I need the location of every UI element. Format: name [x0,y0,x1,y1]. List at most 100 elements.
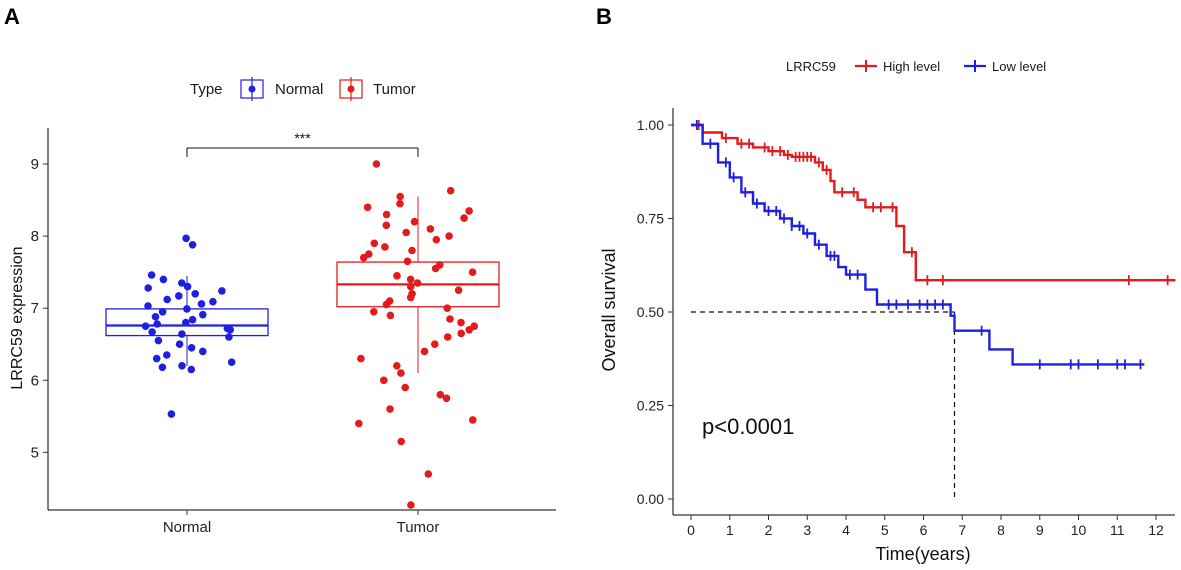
normal-point-16 [199,311,207,319]
tumor-point-52 [355,420,363,428]
tumor-point-14 [371,240,379,248]
normal-point-12 [198,300,206,308]
legend-label-high-level: High level [883,59,940,74]
tumor-point-5 [465,207,473,215]
normal-point-3 [160,276,168,284]
panel-b-x-axis-title: Time(years) [875,544,970,564]
legend-key-low-level [964,60,986,72]
normal-point-13 [144,302,152,310]
legend-key-tumor [340,77,362,101]
legend-label-tumor: Tumor [373,81,416,98]
normal-point-19 [182,319,190,327]
tumor-point-19 [404,258,412,266]
normal-point-15 [159,308,167,316]
tumor-point-41 [431,340,439,348]
normal-point-23 [226,326,234,334]
tumor-point-9 [383,222,391,230]
panel-b-legend: LRRC59 High level Low level [786,59,1046,74]
y-tick-label-2: 0.50 [637,304,664,320]
y-tick-label-7: 7 [31,300,39,317]
tumor-point-44 [393,362,401,370]
panel-b-y-axis-title: Overall survival [599,248,619,371]
tumor-point-46 [380,377,388,385]
tumor-point-53 [397,438,405,446]
normal-point-1 [189,241,197,249]
panel-b-letter: B [596,4,612,29]
x-tick-label-1: 1 [726,522,734,538]
tumor-point-39 [457,330,465,338]
tumor-point-35 [446,315,454,323]
panel-a-boxplot: Type Normal Tumor LRRC59 expression 5 6 7 8… [9,77,556,536]
tumor-point-15 [381,243,389,251]
tumor-point-33 [370,308,378,316]
tumor-point-25 [414,279,422,287]
tumor-point-32 [443,304,451,312]
significance-label: *** [294,130,311,146]
tumor-point-3 [396,200,404,208]
legend-label-low-level: Low level [992,59,1046,74]
y-tick-label-8: 8 [31,228,39,245]
tumor-point-4 [364,204,372,212]
y-tick-label-0: 0.00 [637,491,664,507]
y-tick-label-3: 0.75 [637,211,664,227]
y-tick-label-1: 0.25 [637,398,664,414]
normal-point-34 [178,362,186,370]
panel-a-y-axis-title: LRRC59 expression [9,246,26,389]
x-tick-label-9: 9 [1036,522,1044,538]
normal-point-32 [153,355,161,363]
tumor-point-24 [407,276,415,284]
legend-title-lrrc59: LRRC59 [786,59,836,74]
tumor-point-2 [396,193,404,201]
tumor-point-21 [432,265,440,273]
legend-key-normal [241,77,263,101]
tumor-point-22 [469,268,477,276]
tumor-point-45 [397,369,405,377]
tumor-point-0 [373,160,381,168]
normal-point-6 [144,284,152,292]
normal-point-14 [183,305,191,313]
normal-point-20 [153,320,161,328]
x-tick-label-11: 11 [1110,522,1125,538]
normal-point-18 [189,316,197,324]
tumor-point-11 [402,229,410,237]
tumor-point-6 [383,211,391,219]
normal-point-5 [184,283,192,291]
normal-point-0 [182,235,190,243]
tumor-point-34 [387,312,395,320]
panel-a-plot-area: 5 6 7 8 9 Normal Tumor *** [31,128,556,536]
x-tick-label-8: 8 [997,522,1005,538]
tumor-point-27 [455,286,463,294]
tumor-point-54 [425,470,433,478]
figure: A Type Normal Tumor LRRC59 expression 56… [0,0,1181,570]
normal-point-37 [168,410,176,418]
tumor-point-18 [360,254,368,262]
normal-point-21 [142,322,150,330]
normal-point-17 [152,313,160,321]
tumor-point-43 [357,355,365,363]
p-value-annotation: p<0.0001 [702,414,794,439]
y-tick-label-4: 1.00 [637,117,664,133]
normal-point-33 [228,358,236,366]
legend-key-high-level [855,60,877,72]
normal-point-35 [159,364,167,372]
normal-point-10 [163,296,171,304]
normal-point-27 [155,337,163,345]
tumor-point-23 [393,272,401,280]
normal-point-30 [199,348,207,356]
legend-title-type: Type [190,81,223,98]
panel-b-survival: LRRC59 High level Low level Overall surv… [599,59,1175,564]
low-level-survival-curve [691,125,1144,364]
x-tick-label-normal: Normal [163,519,211,536]
normal-point-29 [188,344,196,352]
tumor-point-29 [407,294,415,302]
tumor-point-13 [433,236,441,244]
normal-point-11 [209,298,217,306]
x-tick-label-tumor: Tumor [397,519,440,536]
x-tick-label-5: 5 [881,522,889,538]
normal-point-31 [163,351,171,359]
normal-point-28 [176,340,184,348]
x-tick-label-6: 6 [920,522,928,538]
tumor-point-42 [421,348,429,356]
panel-b-plot-area: 0.000.250.500.751.000 1 2 3 4 5 6 7 8 9 10 11 12p<0.… [637,108,1176,538]
normal-point-7 [218,287,226,295]
